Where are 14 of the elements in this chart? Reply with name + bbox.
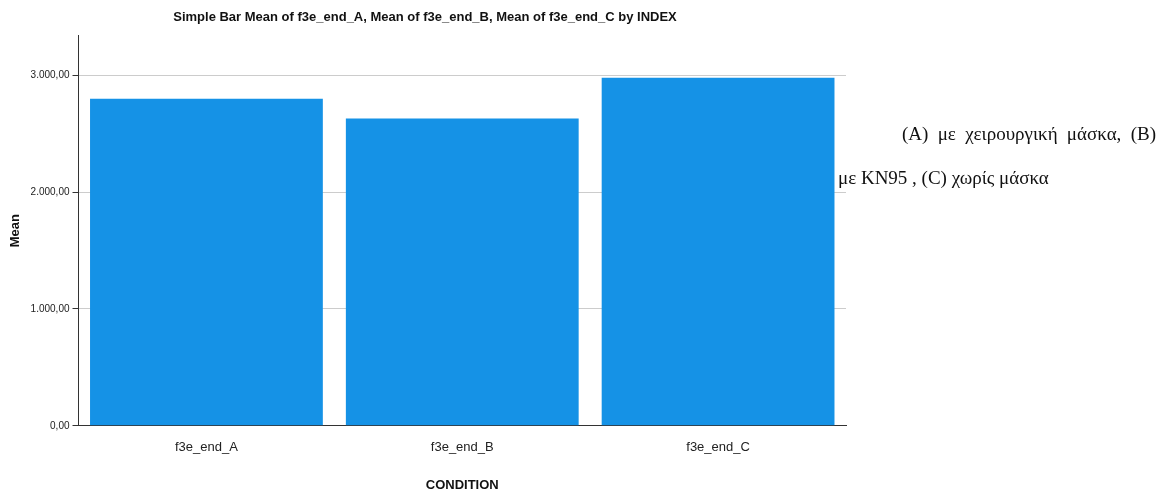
- x-tick-label: f3e_end_A: [174, 439, 239, 455]
- y-tick-label: 2.000,00: [30, 185, 70, 197]
- x-tick-label: f3e_end_C: [686, 439, 750, 455]
- text: (A) με χειρουργική μάσκα, (B) με KN95 , (C) χωρίς μάσκα: [838, 123, 1156, 188]
- y-axis-title: Mean: [7, 214, 23, 248]
- bar: [601, 77, 835, 426]
- bar: [90, 98, 323, 426]
- bar: [345, 118, 579, 426]
- y-tick-label: 1.000,00: [30, 302, 70, 314]
- y-tick-label: 0,00: [50, 419, 70, 431]
- x-axis-title: CONDITION: [425, 476, 499, 492]
- chart-title: Simple Bar Mean of f3e_end_A, Mean of f3e_end_B, Mean of f3e_end_C by INDEX: [173, 9, 678, 25]
- x-tick-label: f3e_end_B: [430, 439, 494, 455]
- y-tick-label: 3.000,00: [30, 69, 70, 81]
